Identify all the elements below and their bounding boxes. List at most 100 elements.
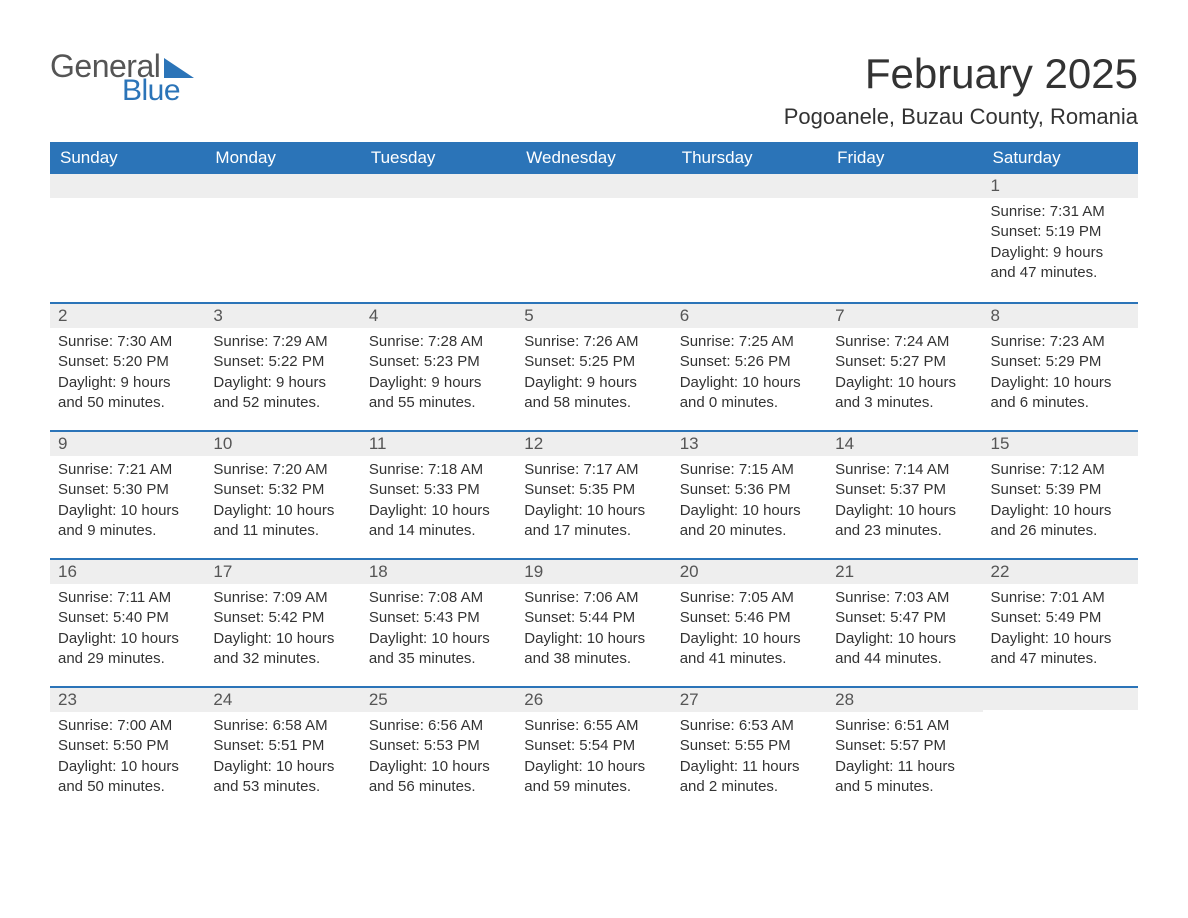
calendar-cell: 14Sunrise: 7:14 AMSunset: 5:37 PMDayligh… (827, 430, 982, 558)
day-number (361, 174, 516, 198)
day-number: 14 (827, 430, 982, 456)
daylight-text: Daylight: 10 hours and 17 minutes. (524, 501, 663, 542)
daylight-text: Daylight: 10 hours and 9 minutes. (58, 501, 197, 542)
day-number: 5 (516, 302, 671, 328)
daylight-text: Daylight: 10 hours and 3 minutes. (835, 373, 974, 414)
calendar-cell: 10Sunrise: 7:20 AMSunset: 5:32 PMDayligh… (205, 430, 360, 558)
calendar-cell: 18Sunrise: 7:08 AMSunset: 5:43 PMDayligh… (361, 558, 516, 686)
sunrise-text: Sunrise: 6:56 AM (369, 716, 508, 736)
day-details: Sunrise: 7:18 AMSunset: 5:33 PMDaylight:… (361, 456, 516, 549)
sunrise-text: Sunrise: 6:51 AM (835, 716, 974, 736)
daylight-text: Daylight: 10 hours and 0 minutes. (680, 373, 819, 414)
daylight-text: Daylight: 10 hours and 56 minutes. (369, 757, 508, 798)
day-number: 3 (205, 302, 360, 328)
day-number: 10 (205, 430, 360, 456)
day-details: Sunrise: 7:28 AMSunset: 5:23 PMDaylight:… (361, 328, 516, 421)
title-block: February 2025 Pogoanele, Buzau County, R… (784, 50, 1138, 130)
day-number: 27 (672, 686, 827, 712)
sunrise-text: Sunrise: 7:17 AM (524, 460, 663, 480)
sunset-text: Sunset: 5:46 PM (680, 608, 819, 628)
sunrise-text: Sunrise: 7:23 AM (991, 332, 1130, 352)
day-details: Sunrise: 6:55 AMSunset: 5:54 PMDaylight:… (516, 712, 671, 805)
calendar-cell: 19Sunrise: 7:06 AMSunset: 5:44 PMDayligh… (516, 558, 671, 686)
calendar-cell: 27Sunrise: 6:53 AMSunset: 5:55 PMDayligh… (672, 686, 827, 814)
weekday-header: Monday (205, 142, 360, 174)
sunrise-text: Sunrise: 7:31 AM (991, 202, 1130, 222)
sunrise-text: Sunrise: 7:28 AM (369, 332, 508, 352)
day-number: 20 (672, 558, 827, 584)
calendar-cell: 5Sunrise: 7:26 AMSunset: 5:25 PMDaylight… (516, 302, 671, 430)
day-number: 24 (205, 686, 360, 712)
weekday-header: Tuesday (361, 142, 516, 174)
day-details: Sunrise: 7:30 AMSunset: 5:20 PMDaylight:… (50, 328, 205, 421)
day-number: 9 (50, 430, 205, 456)
calendar-cell: 6Sunrise: 7:25 AMSunset: 5:26 PMDaylight… (672, 302, 827, 430)
daylight-text: Daylight: 9 hours and 47 minutes. (991, 243, 1130, 284)
calendar-row: 9Sunrise: 7:21 AMSunset: 5:30 PMDaylight… (50, 430, 1138, 558)
sunrise-text: Sunrise: 7:05 AM (680, 588, 819, 608)
day-number: 23 (50, 686, 205, 712)
sunset-text: Sunset: 5:49 PM (991, 608, 1130, 628)
day-number (516, 174, 671, 198)
weekday-header-row: SundayMondayTuesdayWednesdayThursdayFrid… (50, 142, 1138, 174)
day-number: 13 (672, 430, 827, 456)
daylight-text: Daylight: 10 hours and 41 minutes. (680, 629, 819, 670)
calendar-cell: 9Sunrise: 7:21 AMSunset: 5:30 PMDaylight… (50, 430, 205, 558)
day-number: 28 (827, 686, 982, 712)
day-details: Sunrise: 6:56 AMSunset: 5:53 PMDaylight:… (361, 712, 516, 805)
day-details: Sunrise: 7:03 AMSunset: 5:47 PMDaylight:… (827, 584, 982, 677)
calendar-row: 1Sunrise: 7:31 AMSunset: 5:19 PMDaylight… (50, 174, 1138, 302)
day-number: 8 (983, 302, 1138, 328)
calendar-cell: 15Sunrise: 7:12 AMSunset: 5:39 PMDayligh… (983, 430, 1138, 558)
weekday-header: Friday (827, 142, 982, 174)
day-number: 16 (50, 558, 205, 584)
weekday-header: Wednesday (516, 142, 671, 174)
calendar-cell: 23Sunrise: 7:00 AMSunset: 5:50 PMDayligh… (50, 686, 205, 814)
day-details: Sunrise: 6:58 AMSunset: 5:51 PMDaylight:… (205, 712, 360, 805)
sunset-text: Sunset: 5:25 PM (524, 352, 663, 372)
day-number (205, 174, 360, 198)
sunrise-text: Sunrise: 7:01 AM (991, 588, 1130, 608)
day-details: Sunrise: 7:31 AMSunset: 5:19 PMDaylight:… (983, 198, 1138, 291)
sunrise-text: Sunrise: 7:25 AM (680, 332, 819, 352)
daylight-text: Daylight: 9 hours and 52 minutes. (213, 373, 352, 414)
day-number: 1 (983, 174, 1138, 198)
sunset-text: Sunset: 5:36 PM (680, 480, 819, 500)
calendar-row: 23Sunrise: 7:00 AMSunset: 5:50 PMDayligh… (50, 686, 1138, 814)
sunset-text: Sunset: 5:35 PM (524, 480, 663, 500)
sunset-text: Sunset: 5:55 PM (680, 736, 819, 756)
sunrise-text: Sunrise: 7:20 AM (213, 460, 352, 480)
calendar-row: 2Sunrise: 7:30 AMSunset: 5:20 PMDaylight… (50, 302, 1138, 430)
calendar-cell-empty (50, 174, 205, 302)
sunset-text: Sunset: 5:19 PM (991, 222, 1130, 242)
sunset-text: Sunset: 5:30 PM (58, 480, 197, 500)
day-number (50, 174, 205, 198)
sunrise-text: Sunrise: 7:03 AM (835, 588, 974, 608)
day-number: 18 (361, 558, 516, 584)
day-details: Sunrise: 7:05 AMSunset: 5:46 PMDaylight:… (672, 584, 827, 677)
sunrise-text: Sunrise: 7:15 AM (680, 460, 819, 480)
sunset-text: Sunset: 5:39 PM (991, 480, 1130, 500)
daylight-text: Daylight: 10 hours and 11 minutes. (213, 501, 352, 542)
sunrise-text: Sunrise: 7:08 AM (369, 588, 508, 608)
calendar-cell: 26Sunrise: 6:55 AMSunset: 5:54 PMDayligh… (516, 686, 671, 814)
sunset-text: Sunset: 5:53 PM (369, 736, 508, 756)
sunset-text: Sunset: 5:37 PM (835, 480, 974, 500)
calendar-cell: 1Sunrise: 7:31 AMSunset: 5:19 PMDaylight… (983, 174, 1138, 302)
day-details: Sunrise: 7:26 AMSunset: 5:25 PMDaylight:… (516, 328, 671, 421)
sunrise-text: Sunrise: 7:12 AM (991, 460, 1130, 480)
day-details: Sunrise: 7:01 AMSunset: 5:49 PMDaylight:… (983, 584, 1138, 677)
day-details: Sunrise: 6:53 AMSunset: 5:55 PMDaylight:… (672, 712, 827, 805)
daylight-text: Daylight: 11 hours and 5 minutes. (835, 757, 974, 798)
calendar-cell: 4Sunrise: 7:28 AMSunset: 5:23 PMDaylight… (361, 302, 516, 430)
day-details: Sunrise: 7:21 AMSunset: 5:30 PMDaylight:… (50, 456, 205, 549)
sunrise-text: Sunrise: 7:14 AM (835, 460, 974, 480)
day-details: Sunrise: 7:25 AMSunset: 5:26 PMDaylight:… (672, 328, 827, 421)
calendar-cell-empty (205, 174, 360, 302)
day-number: 6 (672, 302, 827, 328)
calendar-cell: 17Sunrise: 7:09 AMSunset: 5:42 PMDayligh… (205, 558, 360, 686)
calendar-cell: 24Sunrise: 6:58 AMSunset: 5:51 PMDayligh… (205, 686, 360, 814)
sunrise-text: Sunrise: 6:58 AM (213, 716, 352, 736)
day-number: 22 (983, 558, 1138, 584)
day-details: Sunrise: 7:12 AMSunset: 5:39 PMDaylight:… (983, 456, 1138, 549)
